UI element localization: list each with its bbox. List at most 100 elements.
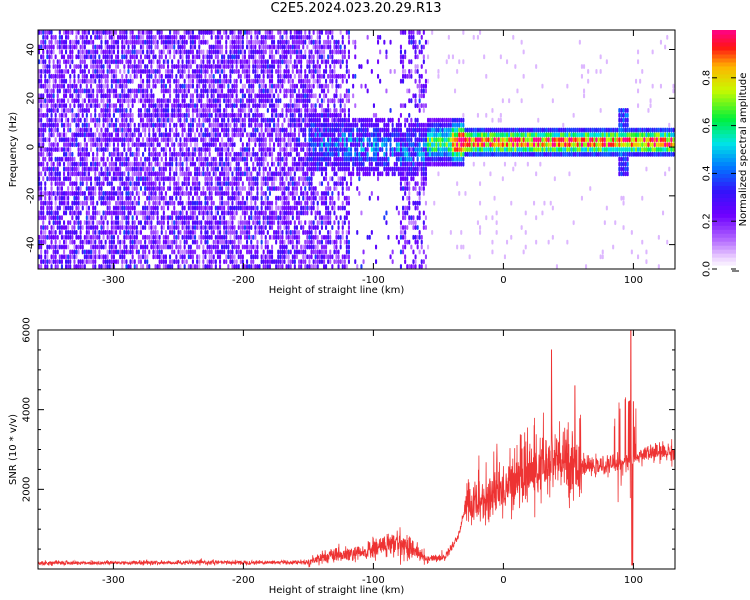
- heatmap-cell: [133, 93, 136, 99]
- heatmap-cell: [225, 49, 228, 55]
- heatmap-cell: [121, 44, 124, 50]
- heatmap-cell: [264, 215, 267, 221]
- heatmap-cell: [94, 205, 97, 211]
- heatmap-cell: [156, 195, 159, 201]
- heatmap-cell: [214, 64, 217, 69]
- heatmap-cell: [271, 215, 274, 221]
- heatmap-cell: [152, 191, 155, 196]
- heatmap-cell: [312, 39, 315, 45]
- heatmap-cell: [87, 171, 90, 177]
- heatmap-cell: [271, 132, 274, 138]
- heatmap-cell: [285, 44, 288, 50]
- heatmap-cell: [200, 103, 203, 109]
- heatmap-cell: [54, 205, 57, 211]
- heatmap-cell: [154, 200, 157, 206]
- heatmap-cell: [189, 30, 192, 35]
- heatmap-cell: [229, 88, 232, 94]
- heatmap-cell: [252, 64, 255, 69]
- heatmap-cell: [289, 93, 292, 99]
- heatmap-cell: [229, 210, 232, 216]
- heatmap-cell: [119, 156, 122, 162]
- heatmap-cell: [144, 215, 147, 221]
- heatmap-cell: [219, 132, 222, 138]
- heatmap-cell: [237, 225, 240, 230]
- heatmap-cell: [271, 83, 274, 89]
- heatmap-cell: [204, 117, 207, 123]
- heatmap-cell: [273, 176, 276, 182]
- heatmap-cell: [312, 59, 315, 65]
- heatmap-cell: [56, 166, 59, 172]
- heatmap-cell: [241, 103, 244, 109]
- heatmap-cell: [58, 73, 61, 79]
- heatmap-cell: [196, 171, 199, 177]
- heatmap-cell: [208, 137, 211, 143]
- heatmap-cell: [268, 147, 271, 152]
- heatmap-cell: [110, 34, 113, 40]
- heatmap-cell: [98, 244, 101, 250]
- heatmap-cell: [129, 176, 132, 182]
- heatmap-cell: [121, 132, 124, 138]
- heatmap-cell: [281, 73, 284, 79]
- heatmap-cell: [65, 122, 68, 128]
- heatmap-cell: [266, 230, 269, 235]
- heatmap-cell: [223, 117, 226, 123]
- heatmap-cell: [281, 78, 284, 84]
- heatmap-cell: [125, 161, 128, 167]
- heatmap-cell: [304, 151, 307, 157]
- heatmap-cell: [44, 39, 47, 45]
- heatmap-cell: [304, 73, 307, 79]
- heatmap-cell: [264, 191, 267, 196]
- heatmap-cell: [96, 200, 99, 206]
- heatmap-cell: [175, 191, 178, 196]
- heatmap-cell: [214, 34, 217, 40]
- heatmap-cell: [58, 137, 61, 143]
- heatmap-cell: [102, 137, 105, 143]
- heatmap-cell: [262, 156, 265, 162]
- heatmap-cell: [162, 137, 165, 143]
- heatmap-cell: [44, 230, 47, 235]
- heatmap-cell: [318, 156, 321, 162]
- heatmap-cell: [295, 64, 298, 69]
- heatmap-cell: [275, 195, 278, 201]
- heatmap-cell: [208, 30, 211, 35]
- heatmap-cell: [198, 83, 201, 89]
- heatmap-cell: [212, 161, 215, 167]
- heatmap-cell: [125, 176, 128, 182]
- heatmap-cell: [87, 239, 90, 245]
- heatmap-cell: [46, 200, 49, 206]
- heatmap-cell: [231, 49, 234, 55]
- heatmap-cell: [160, 112, 163, 118]
- heatmap-cell: [208, 215, 211, 221]
- heatmap-cell: [63, 137, 66, 143]
- heatmap-cell: [150, 112, 153, 118]
- heatmap-cell: [264, 137, 267, 143]
- heatmap-cell: [79, 117, 82, 123]
- heatmap-cell: [69, 191, 72, 196]
- heatmap-cell: [200, 161, 203, 167]
- heatmap-cell: [106, 220, 109, 226]
- heatmap-cell: [293, 264, 296, 269]
- heatmap-cell: [106, 234, 109, 240]
- heatmap-cell: [283, 239, 286, 245]
- heatmap-cell: [129, 181, 132, 187]
- heatmap-cell: [181, 259, 184, 265]
- heatmap-cell: [281, 122, 284, 128]
- heatmap-cell: [63, 30, 66, 35]
- heatmap-cell: [106, 132, 109, 138]
- heatmap-cell: [164, 215, 167, 221]
- heatmap-cell: [216, 44, 219, 50]
- heatmap-cell: [268, 234, 271, 240]
- heatmap-cell: [56, 103, 59, 109]
- heatmap-cell: [164, 108, 167, 113]
- heatmap-cell: [256, 73, 259, 79]
- heatmap-cell: [167, 220, 170, 226]
- heatmap-cell: [277, 73, 280, 79]
- heatmap-cell: [135, 69, 138, 74]
- heatmap-cell: [283, 103, 286, 109]
- heatmap-cell: [252, 132, 255, 138]
- heatmap-cell: [187, 147, 190, 152]
- heatmap-cell: [135, 210, 138, 216]
- heatmap-cell: [291, 230, 294, 235]
- heatmap-cell: [160, 137, 163, 143]
- heatmap-cell: [183, 83, 186, 89]
